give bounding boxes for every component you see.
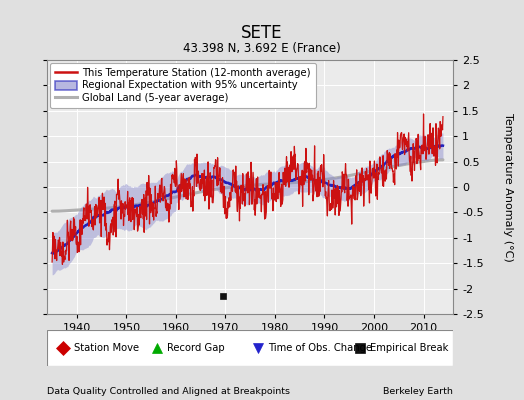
Y-axis label: Temperature Anomaly (°C): Temperature Anomaly (°C) xyxy=(504,113,514,261)
Text: Record Gap: Record Gap xyxy=(167,343,225,353)
Text: SETE: SETE xyxy=(241,24,283,42)
Text: Station Move: Station Move xyxy=(73,343,139,353)
Text: Time of Obs. Change: Time of Obs. Change xyxy=(268,343,373,353)
Text: Berkeley Earth: Berkeley Earth xyxy=(384,387,453,396)
Text: Empirical Break: Empirical Break xyxy=(370,343,449,353)
Text: 43.398 N, 3.692 E (France): 43.398 N, 3.692 E (France) xyxy=(183,42,341,55)
Text: Data Quality Controlled and Aligned at Breakpoints: Data Quality Controlled and Aligned at B… xyxy=(47,387,290,396)
Legend: This Temperature Station (12-month average), Regional Expectation with 95% uncer: This Temperature Station (12-month avera… xyxy=(50,63,315,108)
